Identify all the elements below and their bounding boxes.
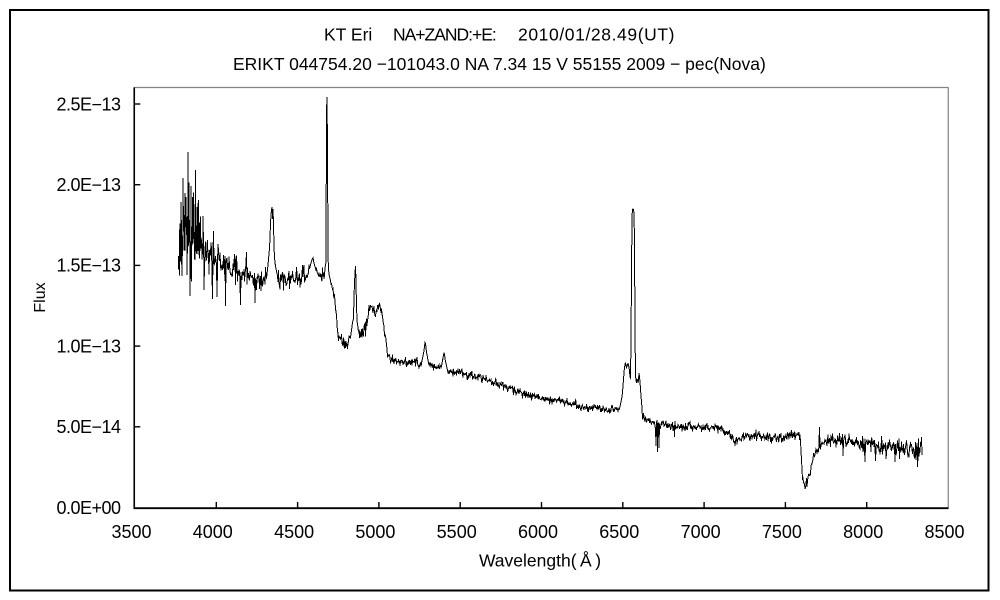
svg-text:2.0E−13: 2.0E−13 (56, 175, 121, 195)
svg-text:0.0E+00: 0.0E+00 (56, 498, 121, 518)
svg-text:3500: 3500 (111, 522, 151, 542)
svg-text:6500: 6500 (599, 522, 639, 542)
svg-text:2.5E−13: 2.5E−13 (56, 94, 121, 114)
svg-text:6000: 6000 (518, 522, 558, 542)
svg-text:ERIKT 044754.20 −101043.0 NA 7: ERIKT 044754.20 −101043.0 NA 7.34 15 V 5… (233, 54, 766, 74)
svg-text:4000: 4000 (193, 522, 233, 542)
svg-text:4500: 4500 (274, 522, 314, 542)
svg-text:KT Eri: KT Eri (324, 25, 372, 45)
svg-text:5500: 5500 (437, 522, 477, 542)
svg-text:7000: 7000 (681, 522, 721, 542)
svg-text:7500: 7500 (762, 522, 802, 542)
svg-text:5000: 5000 (355, 522, 395, 542)
svg-text:5.0E−14: 5.0E−14 (56, 417, 121, 437)
svg-text:8500: 8500 (924, 522, 964, 542)
svg-text:Flux: Flux (32, 282, 49, 312)
svg-text:Wavelength( Å ): Wavelength( Å ) (479, 551, 601, 571)
svg-text:1.5E−13: 1.5E−13 (56, 256, 121, 276)
svg-text:NA+ZAND:+E:: NA+ZAND:+E: (393, 25, 496, 45)
svg-text:1.0E−13: 1.0E−13 (56, 336, 121, 356)
svg-text:2010/01/28.49(UT): 2010/01/28.49(UT) (518, 25, 675, 45)
svg-text:8000: 8000 (843, 522, 883, 542)
